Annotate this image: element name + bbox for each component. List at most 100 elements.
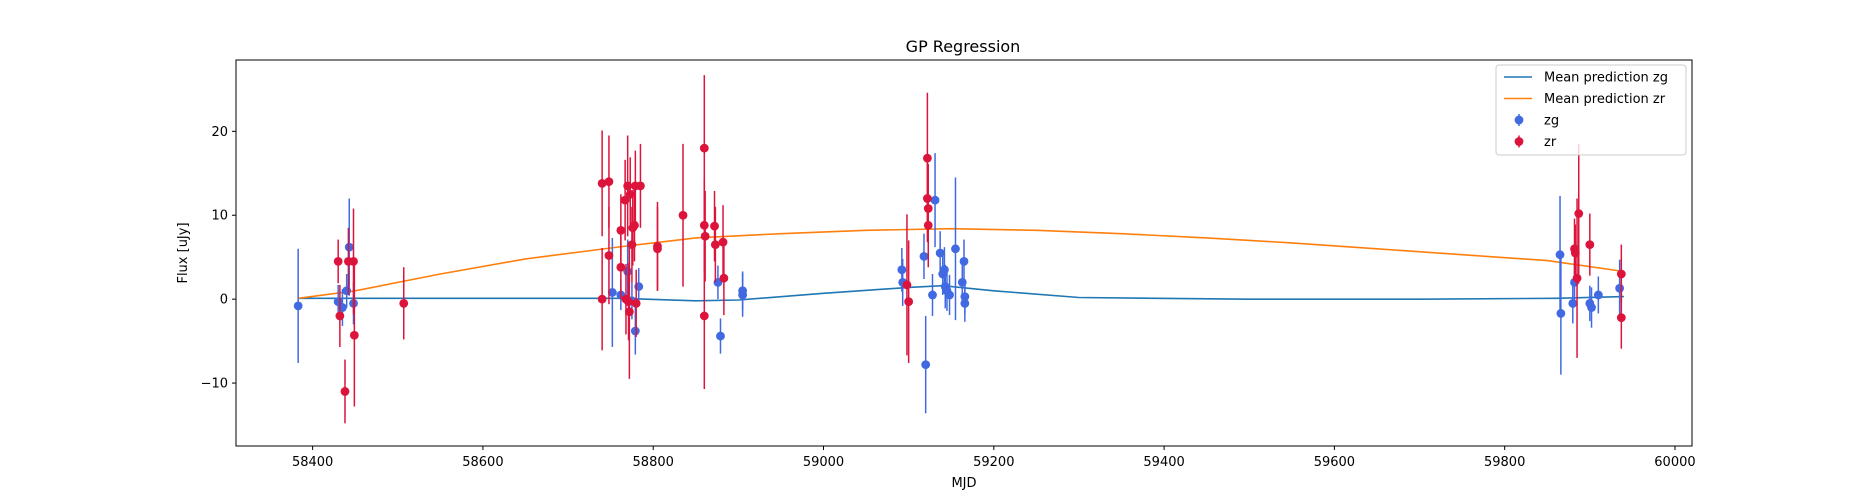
zr-marker	[630, 220, 639, 230]
legend-label: Mean prediction zr	[1544, 92, 1666, 107]
zr-data-point	[653, 206, 662, 291]
zr-marker	[710, 240, 720, 250]
plot-area	[293, 75, 1626, 424]
legend-item-mean_zr: Mean prediction zr	[1504, 92, 1666, 107]
zr-data-point	[399, 267, 409, 340]
legend-label: zg	[1544, 114, 1559, 129]
zg-data-point	[1555, 195, 1565, 314]
zr-marker	[631, 298, 641, 308]
x-tick-label: 59200	[973, 455, 1014, 470]
zr-data-point	[333, 239, 343, 284]
zg-data-point	[930, 153, 940, 248]
zr-marker	[604, 177, 614, 187]
zg-data-point	[919, 233, 929, 280]
x-tick-label: 60000	[1654, 455, 1695, 470]
zr-marker	[1616, 313, 1626, 323]
zg-data-point	[738, 271, 748, 311]
zg-marker	[921, 360, 931, 370]
zr-marker	[699, 311, 709, 321]
zg-marker	[951, 244, 960, 254]
zg-marker	[1593, 290, 1603, 300]
zr-marker	[624, 307, 634, 317]
legend-item-zg: zg	[1514, 114, 1559, 129]
zr-marker	[335, 311, 345, 321]
y-tick-label: 0	[220, 293, 228, 308]
x-tick-label: 58800	[633, 455, 674, 470]
zg-marker	[928, 290, 937, 300]
chart-title: GP Regression	[906, 37, 1021, 56]
legend-label: zr	[1544, 135, 1557, 150]
zr-data-point	[718, 205, 728, 280]
zr-data-point	[597, 130, 607, 237]
zr-marker	[710, 221, 719, 231]
zg-marker	[738, 286, 748, 296]
zg-marker	[1555, 250, 1565, 260]
legend-label: Mean prediction zg	[1544, 71, 1668, 86]
x-axis-label: MJD	[951, 476, 976, 491]
zg-marker	[1587, 303, 1596, 312]
zr-data-point	[335, 284, 345, 347]
zr-data-point	[1574, 143, 1584, 284]
zr-marker	[678, 210, 688, 220]
zr-marker	[718, 237, 728, 247]
zg-marker	[919, 251, 929, 261]
zg-marker	[607, 288, 617, 297]
legend-item-mean_zg: Mean prediction zg	[1504, 71, 1668, 86]
mean-zr-line	[298, 227, 1625, 300]
zr-marker	[349, 256, 358, 266]
zr-data-point	[349, 263, 359, 407]
zr-data-point	[710, 190, 719, 262]
y-tick-label: 10	[211, 209, 228, 224]
zg-data-point	[959, 239, 969, 284]
zr-data-point	[678, 143, 688, 287]
zr-data-point	[923, 183, 933, 268]
zr-marker	[616, 262, 626, 272]
zg-marker	[716, 331, 725, 341]
legend-marker-swatch	[1514, 115, 1524, 125]
zr-data-point	[1616, 286, 1626, 349]
zg-data-point	[716, 318, 725, 354]
zr-marker	[1572, 273, 1582, 283]
axes-frame	[235, 59, 1693, 447]
zg-marker	[344, 242, 354, 252]
y-axis-label: Flux [uJy]	[176, 222, 191, 283]
zr-data-point	[636, 143, 645, 228]
zr-marker	[604, 251, 614, 260]
zr-marker	[922, 194, 932, 203]
zg-marker	[930, 195, 940, 205]
zr-data-point	[700, 190, 710, 282]
zr-marker	[1585, 240, 1595, 250]
x-tick-label: 58600	[462, 455, 503, 470]
zg-marker	[960, 292, 970, 302]
x-tick-label: 59000	[803, 455, 844, 470]
zg-data-point	[928, 273, 937, 316]
zr-marker	[719, 273, 729, 283]
zr-marker	[699, 220, 709, 230]
zr-marker	[904, 297, 914, 307]
zg-data-point	[1593, 276, 1603, 314]
zr-data-point	[349, 208, 358, 315]
zg-data-point	[630, 307, 640, 355]
zr-marker	[653, 244, 662, 254]
zg-marker	[1556, 309, 1566, 318]
zg-marker	[1568, 298, 1578, 308]
zr-data-point	[597, 247, 607, 351]
x-tick-label: 59600	[1314, 455, 1355, 470]
zr-data-point	[710, 206, 720, 283]
zr-data-point	[604, 206, 614, 305]
zg-marker	[1615, 283, 1625, 293]
zr-data-point	[1585, 213, 1595, 276]
zr-marker	[333, 256, 343, 266]
y-tick-label: 20	[211, 125, 228, 140]
x-tick-label: 59800	[1484, 455, 1525, 470]
legend: Mean prediction zg Mean prediction zr zg zr	[1495, 64, 1687, 156]
legend-box	[1495, 64, 1687, 156]
zr-marker	[636, 181, 645, 191]
zr-data-point	[624, 244, 634, 379]
legend-item-zr: zr	[1514, 135, 1557, 150]
zr-marker	[700, 231, 710, 241]
zr-marker	[1574, 209, 1584, 218]
zg-marker	[897, 265, 907, 275]
zr-marker	[597, 178, 607, 188]
zr-marker	[902, 280, 912, 290]
